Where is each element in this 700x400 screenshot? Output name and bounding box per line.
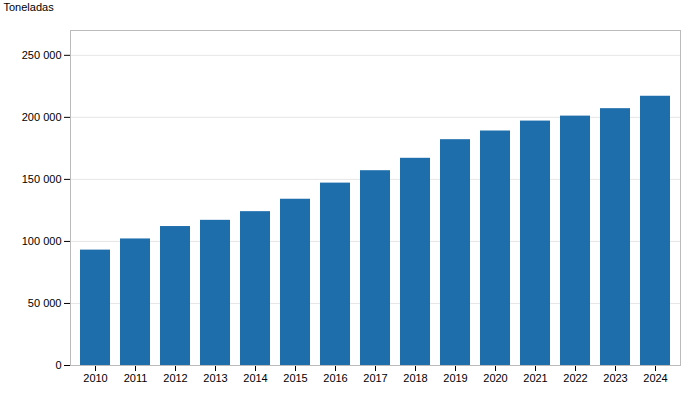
- svg-text:2012: 2012: [163, 372, 187, 384]
- svg-text:2011: 2011: [124, 372, 148, 384]
- svg-text:100 000: 100 000: [22, 235, 62, 247]
- svg-text:Toneladas: Toneladas: [4, 1, 55, 13]
- svg-text:2022: 2022: [563, 372, 587, 384]
- svg-text:2021: 2021: [523, 372, 547, 384]
- svg-text:200 000: 200 000: [22, 111, 62, 123]
- svg-text:2020: 2020: [483, 372, 507, 384]
- svg-text:2016: 2016: [323, 372, 347, 384]
- svg-text:2014: 2014: [243, 372, 267, 384]
- svg-text:2024: 2024: [643, 372, 667, 384]
- svg-text:2018: 2018: [403, 372, 427, 384]
- svg-text:2015: 2015: [283, 372, 307, 384]
- svg-text:0: 0: [55, 359, 61, 371]
- svg-text:50 000: 50 000: [28, 297, 62, 309]
- svg-text:2023: 2023: [603, 372, 627, 384]
- svg-text:2017: 2017: [363, 372, 387, 384]
- svg-text:2019: 2019: [443, 372, 467, 384]
- svg-text:2010: 2010: [83, 372, 107, 384]
- svg-text:250 000: 250 000: [22, 49, 62, 61]
- svg-text:150 000: 150 000: [22, 173, 62, 185]
- svg-text:2013: 2013: [203, 372, 227, 384]
